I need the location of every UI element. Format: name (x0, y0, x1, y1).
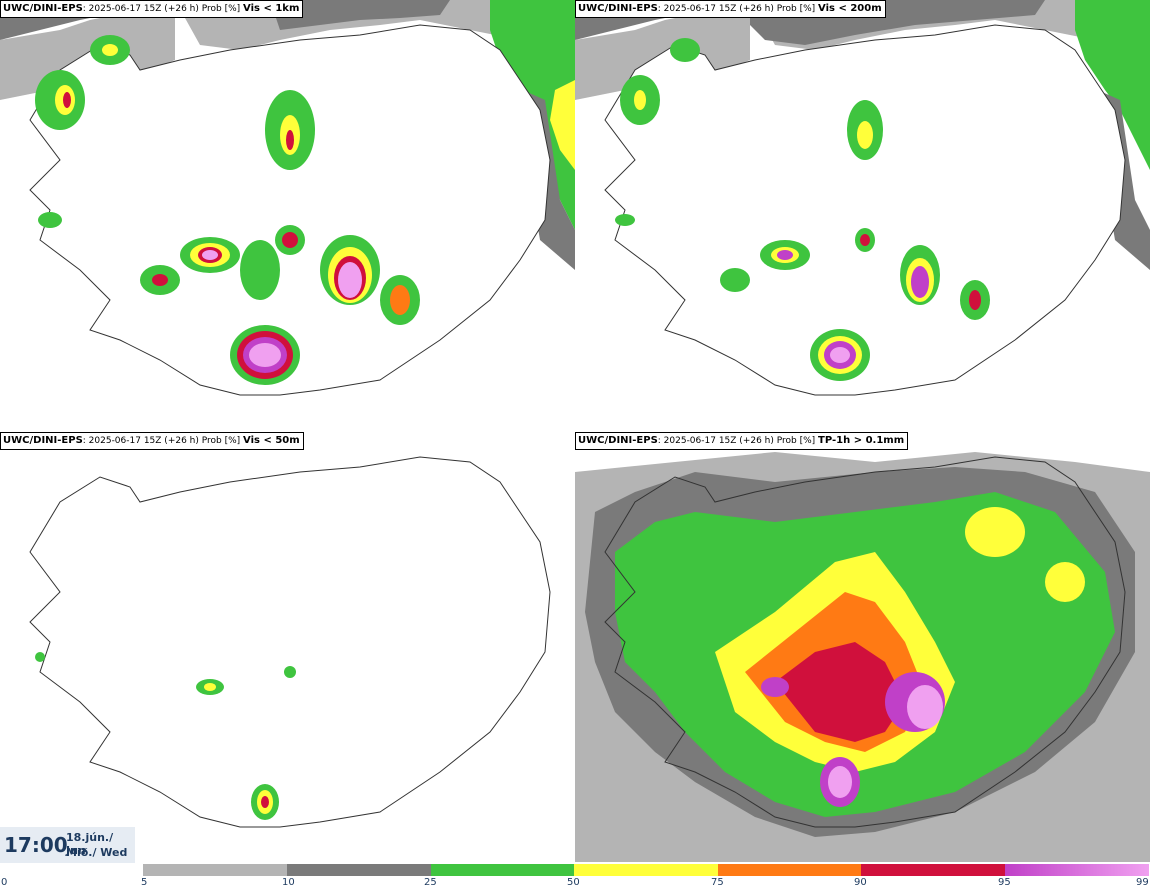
colorbar-seg-90-95 (861, 864, 1005, 876)
colorbar-tick: 10 (282, 877, 295, 888)
colorbar-seg-50-75 (574, 864, 718, 876)
panel-title: UWC/DINI-EPS: 2025-06-17 15Z (+26 h) Pro… (575, 432, 909, 450)
run-info: : 2025-06-17 15Z (+26 h) Prob [%] (657, 4, 816, 14)
colorbar-tick: 95 (998, 877, 1011, 888)
panel-title: UWC/DINI-EPS: 2025-06-17 15Z (+26 h) Pro… (0, 0, 304, 18)
run-info: : 2025-06-17 15Z (+26 h) Prob [%] (82, 436, 241, 446)
colorbar-tick: 75 (711, 877, 724, 888)
colorbar-tick: 50 (567, 877, 580, 888)
iceland-map-vis-1km (0, 0, 575, 396)
iceland-map-vis-50m (29, 456, 551, 828)
colorbar-tick: 5 (141, 877, 148, 888)
colorbar-seg-5-10 (143, 864, 287, 876)
variable-name: Vis < 200m (818, 3, 882, 14)
colorbar-seg-75-90 (718, 864, 861, 876)
iceland-map-vis-200m (575, 0, 1150, 396)
model-name: UWC/DINI-EPS (3, 435, 83, 446)
colorbar-seg-95-99 (1005, 864, 1149, 876)
variable-name: TP-1h > 0.1mm (818, 435, 905, 446)
variable-name: Vis < 50m (243, 435, 300, 446)
colorbar-tick: 99 (1136, 877, 1149, 888)
colorbar-tick: 0 (1, 877, 8, 888)
panel-title: UWC/DINI-EPS: 2025-06-17 15Z (+26 h) Pro… (575, 0, 886, 18)
map-panel-vis-50m: UWC/DINI-EPS: 2025-06-17 15Z (+26 h) Pro… (0, 432, 575, 862)
map-panel-vis-1km: UWC/DINI-EPS: 2025-06-17 15Z (+26 h) Pro… (0, 0, 575, 430)
run-info: : 2025-06-17 15Z (+26 h) Prob [%] (82, 4, 241, 14)
iceland-map-tp-1h (575, 432, 1150, 862)
run-info: : 2025-06-17 15Z (+26 h) Prob [%] (657, 436, 816, 446)
colorbar-tick: 90 (854, 877, 867, 888)
colorbar-seg-25-50 (431, 864, 574, 876)
colorbar-seg-10-25 (287, 864, 431, 876)
valid-time-box: 17:00 18.jún./ Jun Mið./ Wed (0, 827, 135, 863)
model-name: UWC/DINI-EPS (3, 3, 83, 14)
valid-date-line1: 18.jún./ Jun (66, 831, 114, 857)
map-panel-tp-1h: UWC/DINI-EPS: 2025-06-17 15Z (+26 h) Pro… (575, 432, 1150, 862)
colorbar (143, 864, 1150, 876)
valid-date-line2: Mið./ Wed (66, 846, 128, 859)
map-panel-vis-200m: UWC/DINI-EPS: 2025-06-17 15Z (+26 h) Pro… (575, 0, 1150, 430)
model-name: UWC/DINI-EPS (578, 3, 658, 14)
panel-title: UWC/DINI-EPS: 2025-06-17 15Z (+26 h) Pro… (0, 432, 304, 450)
variable-name: Vis < 1km (243, 3, 300, 14)
valid-time: 17:00 (4, 833, 68, 857)
model-name: UWC/DINI-EPS (578, 435, 658, 446)
colorbar-tick: 25 (424, 877, 437, 888)
